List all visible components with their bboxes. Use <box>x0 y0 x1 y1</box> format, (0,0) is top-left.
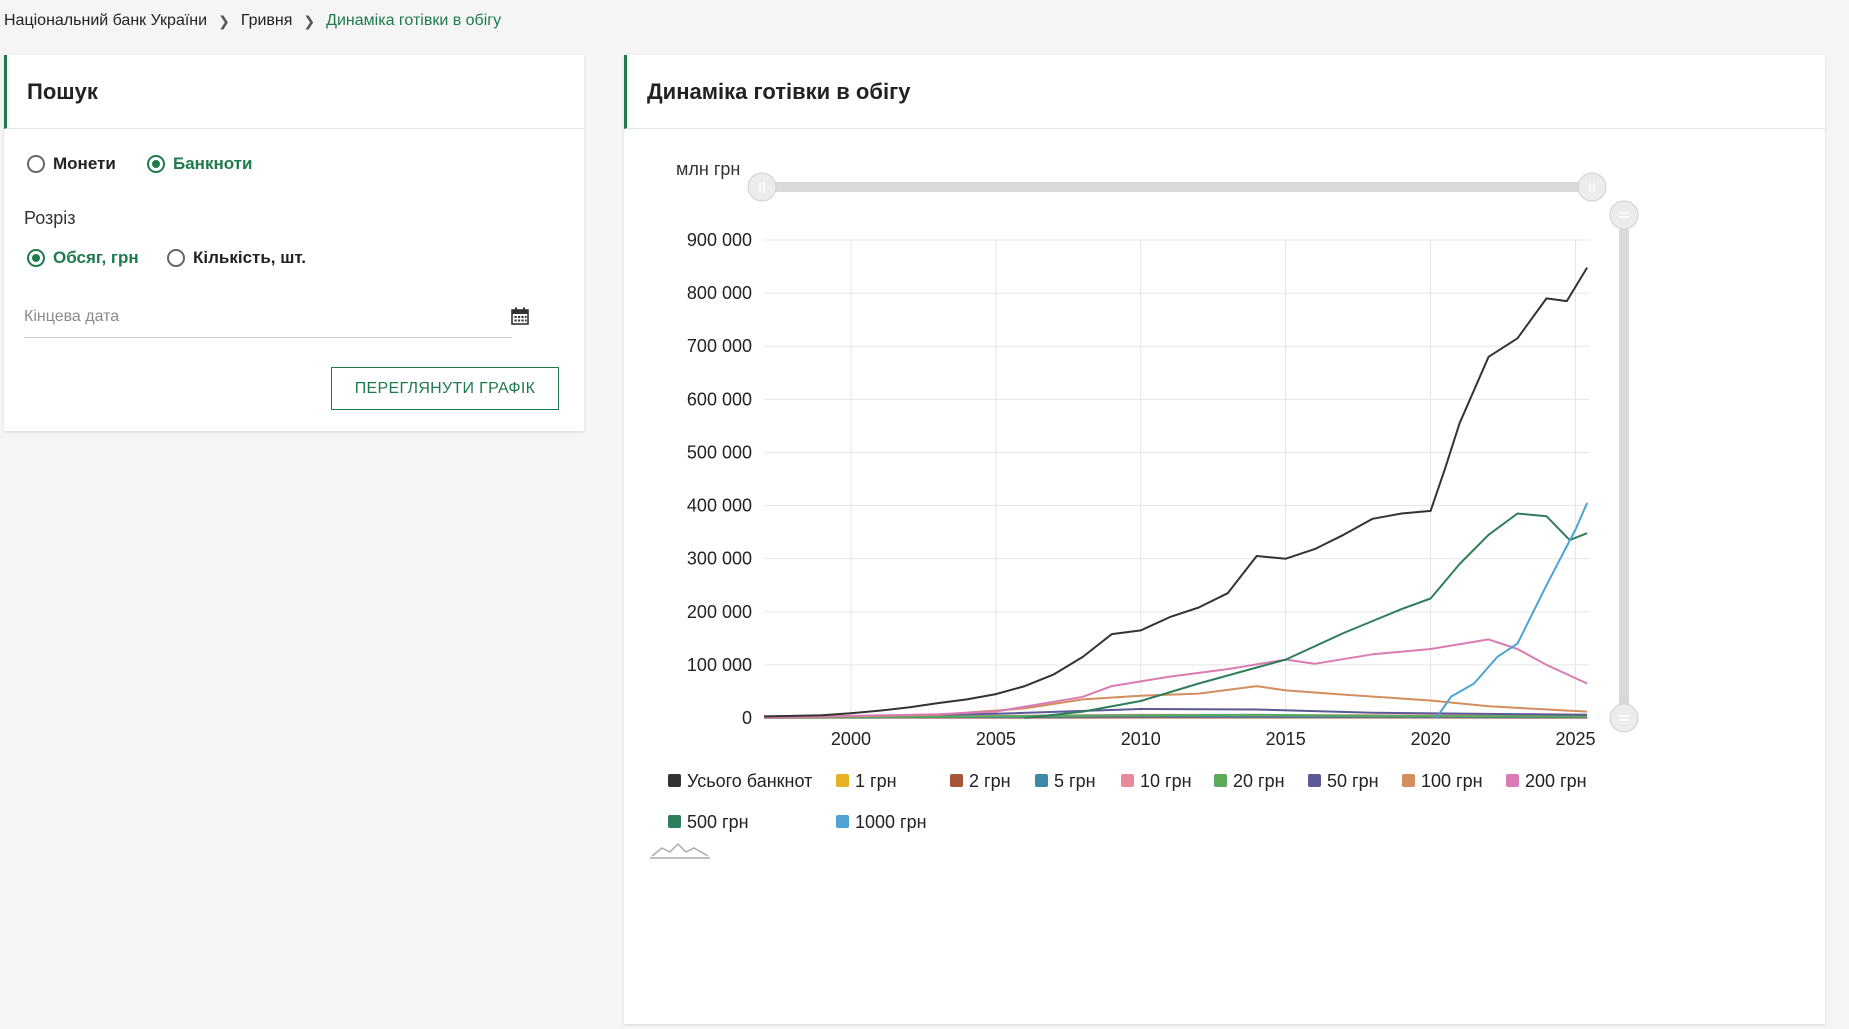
legend-item-label[interactable]: 2 грн <box>969 771 1011 791</box>
zoom-handle-icon[interactable] <box>1610 704 1638 732</box>
calendar-icon[interactable] <box>510 306 530 326</box>
series-line <box>764 639 1587 717</box>
mini-chart-icon-line <box>652 844 708 856</box>
view-chart-button[interactable]: ПЕРЕГЛЯНУТИ ГРАФІК <box>331 367 559 410</box>
legend-swatch[interactable] <box>836 815 849 828</box>
series-line <box>764 268 1587 717</box>
breadcrumb-current: Динаміка готівки в обігу <box>326 12 501 29</box>
chart-series-lines <box>764 268 1587 718</box>
chevron-right-icon: ❯ <box>303 13 315 29</box>
legend-swatch[interactable] <box>836 774 849 787</box>
line-chart: млн грн 0 100 000 200 000 300 000 400 000 500… <box>624 130 1825 1024</box>
legend-item-label[interactable]: 5 грн <box>1054 771 1096 791</box>
y-tick-label: 900 000 <box>687 230 752 250</box>
y-tick-label: 800 000 <box>687 283 752 303</box>
legend-item-label[interactable]: 100 грн <box>1421 771 1483 791</box>
zoom-handle-icon[interactable] <box>1578 173 1606 201</box>
x-tick-label: 2015 <box>1266 729 1306 749</box>
legend-item-label[interactable]: 1 грн <box>855 771 897 791</box>
chart-panel-title: Динаміка готівки в обігу <box>624 55 1825 129</box>
legend-swatch[interactable] <box>1121 774 1134 787</box>
radio-coins-label[interactable]: Монети <box>53 154 116 174</box>
y-tick-label: 100 000 <box>687 655 752 675</box>
legend-item-label[interactable]: 200 грн <box>1525 771 1587 791</box>
chart-legend: Усього банкнот 1 грн 2 грн 5 грн 10 грн 20 гр… <box>668 771 1587 832</box>
legend-swatch[interactable] <box>668 815 681 828</box>
x-tick-label: 2025 <box>1555 729 1595 749</box>
zoom-handle-icon[interactable] <box>1610 201 1638 229</box>
y-tick-label: 600 000 <box>687 389 752 409</box>
chevron-right-icon: ❯ <box>218 13 230 29</box>
legend-item-label[interactable]: 20 грн <box>1233 771 1285 791</box>
legend-swatch[interactable] <box>950 774 963 787</box>
y-tick-label: 400 000 <box>687 496 752 516</box>
vertical-zoom-track[interactable] <box>1619 205 1629 718</box>
breadcrumb-link-nbu[interactable]: Національний банк України <box>4 12 207 29</box>
end-date-input[interactable] <box>24 302 464 332</box>
radio-coins-indicator[interactable] <box>27 155 45 173</box>
legend-item-label[interactable]: 500 грн <box>687 812 749 832</box>
y-tick-label: 200 000 <box>687 602 752 622</box>
y-tick-label: 500 000 <box>687 442 752 462</box>
zoom-handle-icon[interactable] <box>748 173 776 201</box>
legend-item-label[interactable]: 1000 грн <box>855 812 927 832</box>
y-tick-label: 0 <box>742 708 752 728</box>
x-tick-label: 2010 <box>1121 729 1161 749</box>
end-date-field[interactable] <box>24 302 512 338</box>
legend-swatch[interactable] <box>668 774 681 787</box>
x-tick-label: 2020 <box>1411 729 1451 749</box>
radio-banknotes-label[interactable]: Банкноти <box>173 154 252 174</box>
y-axis-ticks: 0 100 000 200 000 300 000 400 000 500 000 600 … <box>687 230 752 728</box>
breadcrumb-link-hryvnia[interactable]: Гривня <box>241 12 293 29</box>
radio-quantity[interactable]: Кількість, шт. <box>167 248 306 268</box>
x-tick-label: 2005 <box>976 729 1016 749</box>
legend-item-label[interactable]: Усього банкнот <box>687 771 812 791</box>
legend-swatch[interactable] <box>1308 774 1321 787</box>
x-axis-ticks: 2000 2005 2010 2015 2020 2025 <box>831 729 1596 749</box>
legend-swatch[interactable] <box>1214 774 1227 787</box>
radio-coins[interactable]: Монети <box>27 154 116 174</box>
radio-quantity-indicator[interactable] <box>167 249 185 267</box>
legend-item-label[interactable]: 10 грн <box>1140 771 1192 791</box>
radio-volume[interactable]: Обсяг, грн <box>27 248 139 268</box>
y-tick-label: 700 000 <box>687 336 752 356</box>
search-panel-title: Пошук <box>4 55 584 129</box>
breadcrumb: Національний банк України ❯ Гривня ❯ Динамік… <box>4 12 501 30</box>
navigator-mini-chart-icon[interactable] <box>650 844 710 858</box>
horizontal-zoom-track[interactable] <box>762 182 1592 192</box>
x-tick-label: 2000 <box>831 729 871 749</box>
chart-area: млн грн 0 100 000 200 000 300 000 400 000 500… <box>624 130 1825 1024</box>
legend-swatch[interactable] <box>1035 774 1048 787</box>
y-axis-unit-label: млн грн <box>676 159 740 179</box>
legend-swatch[interactable] <box>1506 774 1519 787</box>
radio-volume-label[interactable]: Обсяг, грн <box>53 248 139 268</box>
y-tick-label: 300 000 <box>687 549 752 569</box>
radio-banknotes[interactable]: Банкноти <box>147 154 252 174</box>
radio-banknotes-indicator[interactable] <box>147 155 165 173</box>
radio-quantity-label[interactable]: Кількість, шт. <box>193 248 306 268</box>
legend-swatch[interactable] <box>1402 774 1415 787</box>
radio-volume-indicator[interactable] <box>27 249 45 267</box>
section-label: Розріз <box>24 208 76 229</box>
legend-item-label[interactable]: 50 грн <box>1327 771 1379 791</box>
chart-grid <box>764 240 1590 718</box>
